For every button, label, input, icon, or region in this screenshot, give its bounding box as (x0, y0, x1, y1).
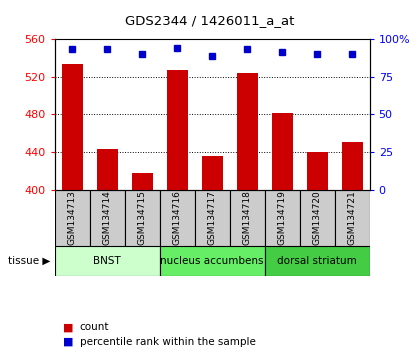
Bar (55, 189, 89, 246)
Text: tissue ▶: tissue ▶ (8, 256, 50, 266)
Bar (62, 64, 83, 189)
Bar (265, 246, 370, 276)
Bar (299, 189, 335, 246)
Bar (97, 149, 118, 189)
Bar (230, 189, 265, 246)
Bar (167, 70, 188, 189)
Bar (160, 246, 265, 276)
Text: GSM134718: GSM134718 (243, 190, 252, 245)
Bar (202, 156, 223, 189)
Bar (265, 189, 299, 246)
Text: ■: ■ (63, 322, 74, 332)
Text: percentile rank within the sample: percentile rank within the sample (80, 337, 256, 347)
Text: GSM134716: GSM134716 (173, 190, 181, 245)
Bar (160, 189, 194, 246)
Text: GSM134721: GSM134721 (348, 190, 357, 245)
Text: GDS2344 / 1426011_a_at: GDS2344 / 1426011_a_at (125, 14, 295, 27)
Bar (335, 189, 370, 246)
Text: BNST: BNST (93, 256, 121, 266)
Bar (236, 73, 257, 189)
Text: GSM134715: GSM134715 (138, 190, 147, 245)
Text: GSM134719: GSM134719 (278, 190, 286, 245)
Text: ■: ■ (63, 337, 74, 347)
Bar (341, 142, 362, 189)
Text: GSM134717: GSM134717 (207, 190, 217, 245)
Bar (272, 113, 293, 189)
Bar (89, 189, 125, 246)
Text: GSM134713: GSM134713 (68, 190, 76, 245)
Text: count: count (80, 322, 109, 332)
Text: nucleus accumbens: nucleus accumbens (160, 256, 264, 266)
Text: GSM134720: GSM134720 (312, 190, 322, 245)
Bar (307, 152, 328, 189)
Bar (125, 189, 160, 246)
Bar (131, 173, 152, 189)
Text: dorsal striatum: dorsal striatum (277, 256, 357, 266)
Text: GSM134714: GSM134714 (102, 190, 112, 245)
Bar (194, 189, 230, 246)
Bar (55, 246, 160, 276)
